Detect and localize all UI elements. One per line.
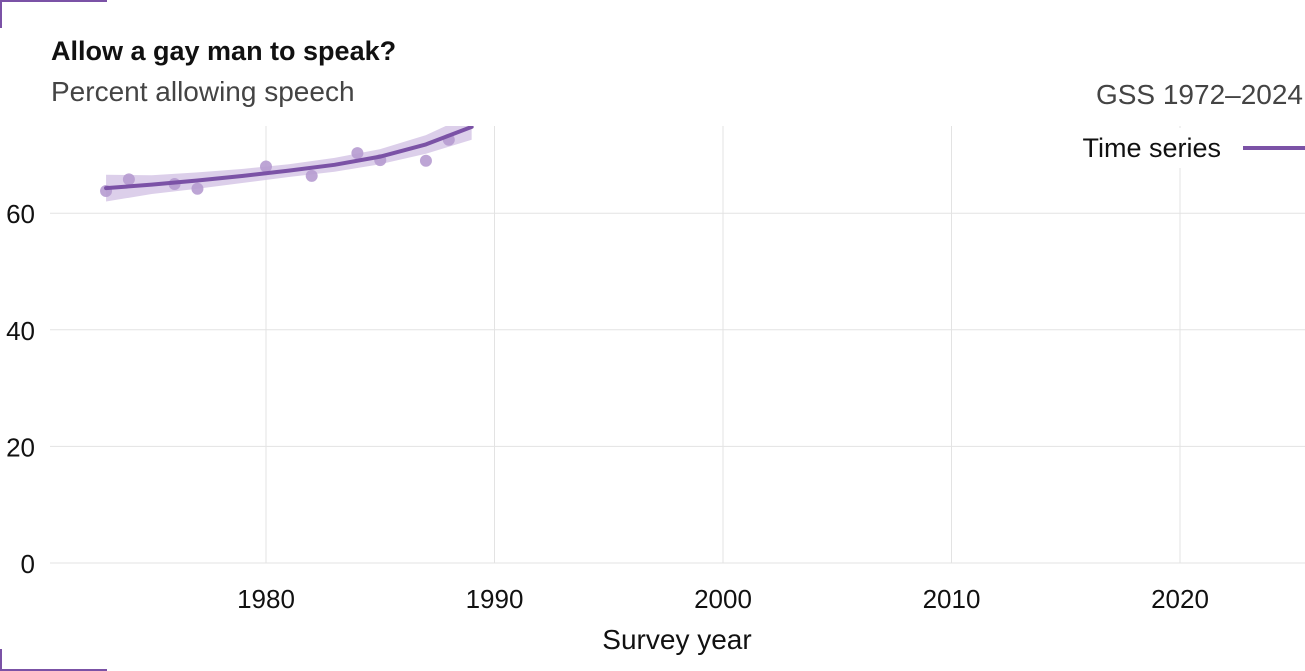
x-tick-label: 2000	[694, 584, 752, 614]
data-point	[419, 154, 432, 167]
data-source-label: GSS 1972–2024	[1095, 79, 1303, 110]
y-tick-label: 20	[6, 432, 35, 462]
frame-corner-bottom-left	[0, 649, 107, 671]
chart-subtitle: Percent allowing speech	[51, 76, 355, 107]
x-tick-label: 2010	[923, 584, 981, 614]
grid-lines	[50, 126, 1305, 564]
x-axis-title: Survey year	[602, 624, 751, 655]
plot-area	[100, 126, 474, 202]
x-tick-label: 1980	[237, 584, 295, 614]
trend-line	[104, 126, 474, 191]
x-tick-label: 2020	[1151, 584, 1209, 614]
data-point	[260, 160, 272, 173]
tick-labels: 0 20 40 60 1980 1990 2000 2010 2020	[6, 199, 1209, 614]
legend-label: Time series	[1082, 132, 1221, 163]
chart-title: Allow a gay man to speak?	[51, 36, 397, 66]
y-tick-label: 0	[21, 549, 35, 579]
legend: Time series	[1072, 128, 1305, 168]
frame-corner-top-left	[0, 0, 107, 28]
y-tick-label: 40	[6, 316, 35, 346]
data-point	[122, 173, 135, 186]
data-point	[351, 147, 364, 160]
data-point	[305, 169, 318, 182]
confidence-band	[106, 126, 472, 202]
x-tick-label: 1990	[466, 584, 524, 614]
legend-swatch	[1243, 146, 1305, 150]
data-point	[191, 182, 204, 195]
y-tick-label: 60	[6, 199, 35, 229]
